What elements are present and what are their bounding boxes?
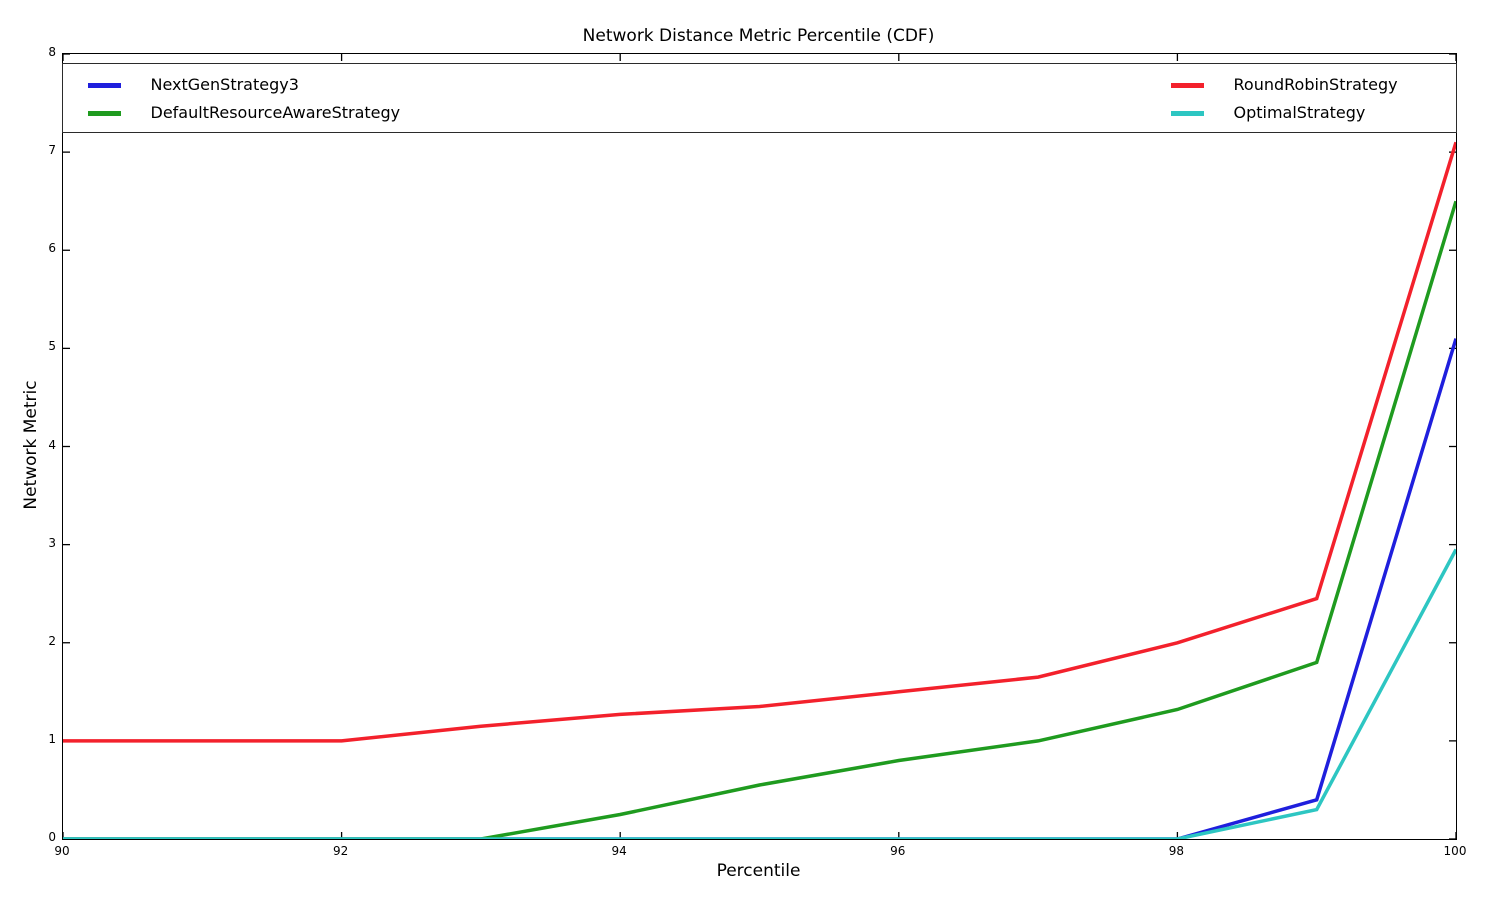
y-tick-label: 7: [48, 143, 56, 158]
legend-column-left: NextGenStrategy3 DefaultResourceAwareStra…: [87, 71, 401, 127]
y-tick-label: 3: [48, 535, 56, 550]
legend-item-DefaultResourceAwareStrategy: DefaultResourceAwareStrategy: [87, 99, 401, 127]
x-tick-label: 100: [1443, 844, 1467, 858]
y-tick-label: 5: [48, 339, 56, 354]
x-tick-label: 96: [890, 844, 906, 858]
legend-label: RoundRobinStrategy: [1233, 75, 1398, 94]
chart-title: Network Distance Metric Percentile (CDF): [582, 26, 935, 46]
series-line-RoundRobinStrategy: [63, 141, 1456, 743]
x-tick-label: 98: [1168, 844, 1185, 858]
y-tick-label: 6: [48, 241, 56, 256]
legend-label: OptimalStrategy: [1233, 103, 1366, 122]
y-tick-label: 8: [48, 45, 56, 59]
series-line-DefaultResourceAwareStrategy: [63, 200, 1456, 839]
x-axis-label: Percentile: [716, 861, 801, 881]
plot-lines-canvas: [63, 54, 1456, 839]
legend-item-NextGenStrategy3: NextGenStrategy3: [87, 71, 401, 99]
y-tick-label: 0: [48, 830, 56, 844]
legend-swatch-icon: [1170, 82, 1204, 88]
legend-label: NextGenStrategy3: [150, 75, 299, 94]
legend-swatch-icon: [87, 82, 121, 88]
y-tick-label: 2: [48, 633, 56, 648]
plot-area: NextGenStrategy3 DefaultResourceAwareStra…: [61, 53, 1457, 840]
x-tick-label: 92: [332, 844, 349, 858]
legend-column-right: RoundRobinStrategy OptimalStrategy: [1170, 71, 1398, 127]
legend-swatch-icon: [1170, 110, 1204, 116]
x-tick-label: 94: [611, 844, 627, 858]
legend-label: DefaultResourceAwareStrategy: [150, 103, 401, 122]
series-line-OptimalStrategy: [63, 548, 1456, 839]
legend-item-OptimalStrategy: OptimalStrategy: [1170, 99, 1398, 127]
y-tick-label: 1: [48, 731, 56, 746]
x-tick-label: 90: [54, 844, 70, 858]
legend: NextGenStrategy3 DefaultResourceAwareStra…: [61, 63, 1457, 133]
legend-swatch-icon: [87, 110, 121, 116]
y-tick-label: 4: [48, 437, 56, 452]
series-line-NextGenStrategy3: [63, 338, 1456, 839]
legend-item-RoundRobinStrategy: RoundRobinStrategy: [1170, 71, 1398, 99]
